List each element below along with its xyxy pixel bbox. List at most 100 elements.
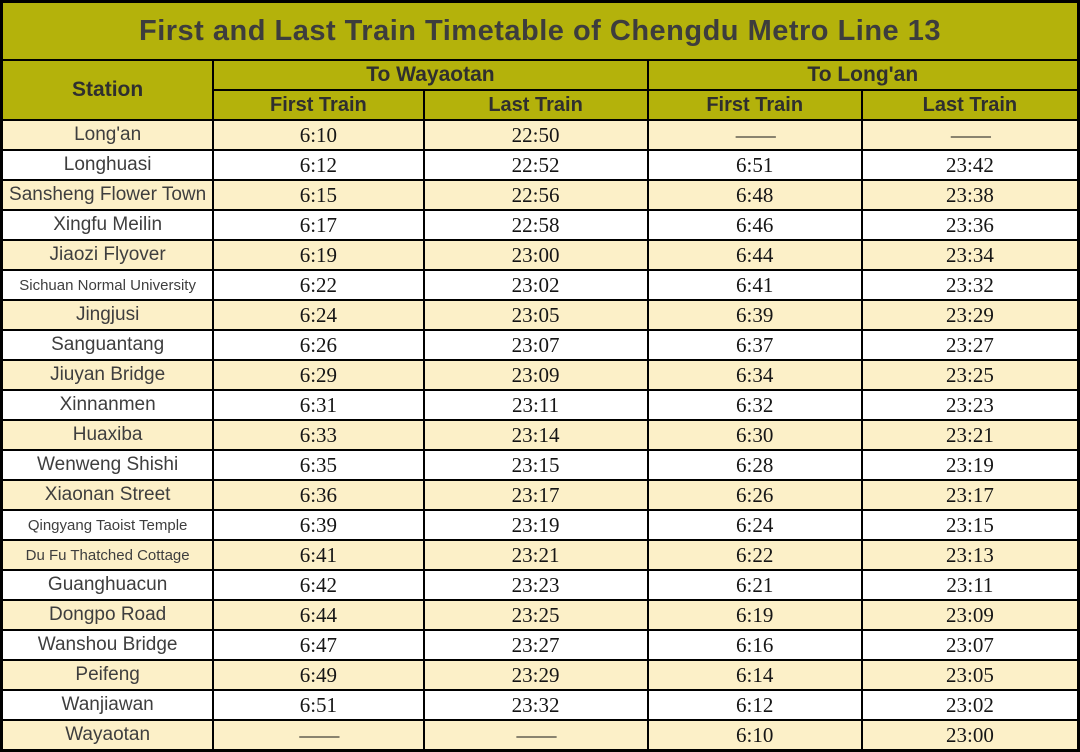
longan-last-train-time: 23:32 <box>862 271 1077 299</box>
station-name: Peifeng <box>3 661 213 689</box>
wayaotan-first-train-time: 6:47 <box>214 631 423 659</box>
longan-first-train-time: 6:48 <box>648 181 861 209</box>
wayaotan-first-train-time: 6:10 <box>214 121 423 149</box>
longan-last-train-time: 23:02 <box>862 691 1077 719</box>
longan-last-train-time: 23:21 <box>862 421 1077 449</box>
wayaotan-last-train-time: 23:05 <box>424 301 647 329</box>
wayaotan-last-train-time: 23:02 <box>424 271 647 299</box>
station-name: Jingjusi <box>3 301 213 329</box>
column-header-to-wayaotan: To Wayaotan <box>214 61 647 89</box>
longan-first-train-time: —— <box>648 121 861 149</box>
station-name: Xiaonan Street <box>3 481 213 509</box>
wayaotan-last-train-time: 22:50 <box>424 121 647 149</box>
station-name: Jiaozi Flyover <box>3 241 213 269</box>
station-name: Long'an <box>3 121 213 149</box>
station-name: Wanshou Bridge <box>3 631 213 659</box>
station-name: Sichuan Normal University <box>3 271 213 299</box>
wayaotan-last-train-time: 23:19 <box>424 511 647 539</box>
longan-last-train-time: 23:15 <box>862 511 1077 539</box>
wayaotan-last-train-time: 23:15 <box>424 451 647 479</box>
station-name: Sansheng Flower Town <box>3 181 213 209</box>
wayaotan-last-train-time: 23:09 <box>424 361 647 389</box>
longan-last-train-time: 23:07 <box>862 631 1077 659</box>
longan-first-train-time: 6:34 <box>648 361 861 389</box>
longan-first-train-time: 6:22 <box>648 541 861 569</box>
wayaotan-first-train-time: 6:33 <box>214 421 423 449</box>
longan-first-train-time: 6:24 <box>648 511 861 539</box>
longan-first-train-time: 6:21 <box>648 571 861 599</box>
wayaotan-last-train-time: 23:32 <box>424 691 647 719</box>
station-name: Huaxiba <box>3 421 213 449</box>
wayaotan-last-train-time: 23:14 <box>424 421 647 449</box>
longan-first-train-time: 6:32 <box>648 391 861 419</box>
longan-first-train-time: 6:16 <box>648 631 861 659</box>
longan-first-train-time: 6:46 <box>648 211 861 239</box>
wayaotan-first-train-time: 6:19 <box>214 241 423 269</box>
wayaotan-last-train-time: 23:25 <box>424 601 647 629</box>
longan-first-train-time: 6:10 <box>648 721 861 749</box>
wayaotan-first-train-time: 6:51 <box>214 691 423 719</box>
wayaotan-first-train-time: 6:44 <box>214 601 423 629</box>
wayaotan-first-train-time: 6:12 <box>214 151 423 179</box>
station-name: Jiuyan Bridge <box>3 361 213 389</box>
longan-last-train-time: 23:27 <box>862 331 1077 359</box>
wayaotan-first-train-time: 6:22 <box>214 271 423 299</box>
longan-last-train-time: 23:25 <box>862 361 1077 389</box>
longan-last-train-time: 23:19 <box>862 451 1077 479</box>
wayaotan-first-train-time: 6:17 <box>214 211 423 239</box>
longan-last-train-time: 23:42 <box>862 151 1077 179</box>
longan-last-train-time: 23:09 <box>862 601 1077 629</box>
wayaotan-first-train-time: 6:41 <box>214 541 423 569</box>
wayaotan-last-train-time: 23:07 <box>424 331 647 359</box>
wayaotan-first-train-time: 6:36 <box>214 481 423 509</box>
longan-last-train-time: 23:23 <box>862 391 1077 419</box>
wayaotan-first-train-time: —— <box>214 721 423 749</box>
wayaotan-last-train-time: 23:21 <box>424 541 647 569</box>
longan-first-train-time: 6:44 <box>648 241 861 269</box>
longan-first-train-time: 6:37 <box>648 331 861 359</box>
longan-last-train-time: 23:17 <box>862 481 1077 509</box>
wayaotan-first-train-time: 6:35 <box>214 451 423 479</box>
wayaotan-last-train-time: —— <box>424 721 647 749</box>
longan-last-train-time: 23:11 <box>862 571 1077 599</box>
wayaotan-first-train-time: 6:26 <box>214 331 423 359</box>
wayaotan-first-train-time: 6:29 <box>214 361 423 389</box>
longan-last-train-time: 23:34 <box>862 241 1077 269</box>
column-header-wayaotan-first-train: First Train <box>214 91 423 119</box>
column-header-station: Station <box>3 61 213 119</box>
wayaotan-last-train-time: 23:11 <box>424 391 647 419</box>
longan-first-train-time: 6:26 <box>648 481 861 509</box>
wayaotan-last-train-time: 22:58 <box>424 211 647 239</box>
longan-last-train-time: 23:00 <box>862 721 1077 749</box>
wayaotan-last-train-time: 23:27 <box>424 631 647 659</box>
longan-first-train-time: 6:51 <box>648 151 861 179</box>
wayaotan-last-train-time: 23:17 <box>424 481 647 509</box>
column-header-to-longan: To Long'an <box>648 61 1077 89</box>
station-name: Longhuasi <box>3 151 213 179</box>
longan-first-train-time: 6:19 <box>648 601 861 629</box>
longan-first-train-time: 6:12 <box>648 691 861 719</box>
column-header-longan-last-train: Last Train <box>862 91 1077 119</box>
station-name: Xinnanmen <box>3 391 213 419</box>
wayaotan-first-train-time: 6:31 <box>214 391 423 419</box>
longan-first-train-time: 6:39 <box>648 301 861 329</box>
wayaotan-last-train-time: 22:56 <box>424 181 647 209</box>
page-title: First and Last Train Timetable of Chengd… <box>3 3 1077 59</box>
station-name: Sanguantang <box>3 331 213 359</box>
station-name: Xingfu Meilin <box>3 211 213 239</box>
wayaotan-last-train-time: 23:23 <box>424 571 647 599</box>
longan-last-train-time: —— <box>862 121 1077 149</box>
station-name: Dongpo Road <box>3 601 213 629</box>
station-name: Wayaotan <box>3 721 213 749</box>
wayaotan-last-train-time: 23:00 <box>424 241 647 269</box>
station-name: Wanjiawan <box>3 691 213 719</box>
longan-first-train-time: 6:28 <box>648 451 861 479</box>
longan-first-train-time: 6:14 <box>648 661 861 689</box>
wayaotan-last-train-time: 23:29 <box>424 661 647 689</box>
station-name: Guanghuacun <box>3 571 213 599</box>
wayaotan-last-train-time: 22:52 <box>424 151 647 179</box>
wayaotan-first-train-time: 6:39 <box>214 511 423 539</box>
station-name: Wenweng Shishi <box>3 451 213 479</box>
wayaotan-first-train-time: 6:24 <box>214 301 423 329</box>
